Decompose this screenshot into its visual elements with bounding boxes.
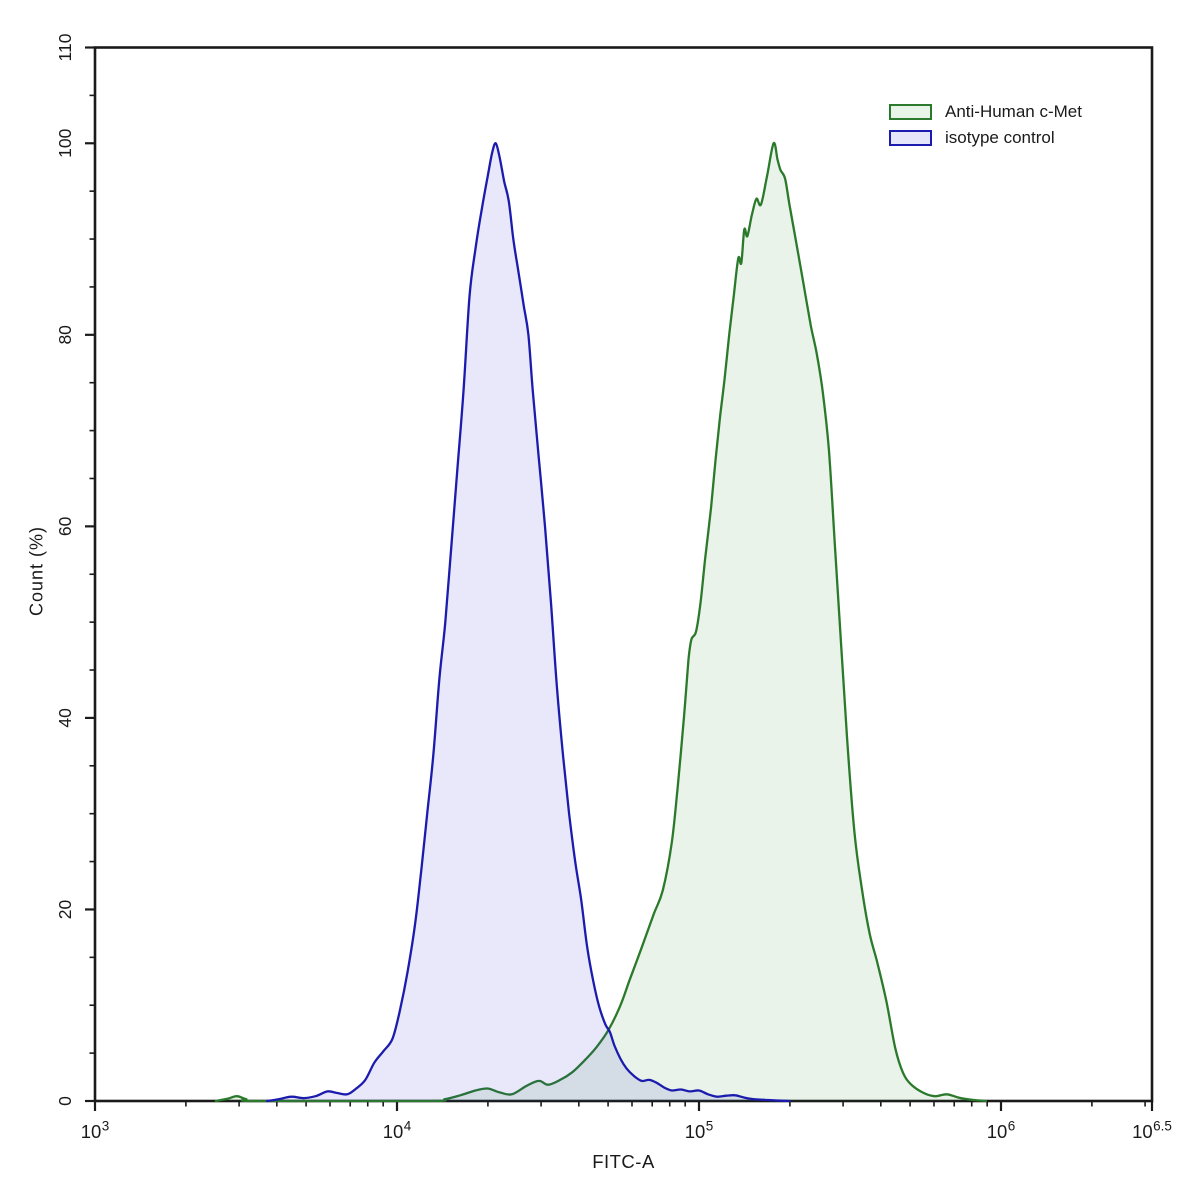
legend-item-anti-human-c-met: Anti-Human c-Met (889, 102, 1082, 121)
legend-label-isotype-control: isotype control (945, 128, 1055, 147)
series-area-isotype-control (267, 143, 790, 1101)
legend-swatch-anti-human-c-met (889, 104, 932, 120)
legend-swatch-isotype-control (889, 130, 932, 146)
y-tick-label-100: 100 (55, 128, 75, 157)
y-tick-label-110: 110 (55, 33, 75, 61)
y-tick-label-60: 60 (55, 516, 75, 536)
y-tick-label-20: 20 (55, 899, 75, 919)
x-tick-label-10e4: 104 (383, 1119, 412, 1143)
x-tick-label-10e6.5: 106.5 (1132, 1119, 1172, 1143)
y-tick-label-80: 80 (55, 325, 75, 345)
legend: Anti-Human c-Met isotype control (889, 102, 1082, 157)
x-tick-label-10e6: 106 (987, 1119, 1016, 1143)
series-line-anti-human-c-met (214, 141, 988, 1103)
series-line-isotype-control (265, 142, 791, 1103)
y-tick-label-0: 0 (55, 1096, 75, 1106)
y-axis-title: Count (%) (26, 525, 47, 617)
x-tick-label-10e3: 103 (81, 1119, 110, 1143)
legend-label-anti-human-c-met: Anti-Human c-Met (945, 102, 1082, 121)
legend-item-isotype-control: isotype control (889, 128, 1082, 147)
plot-border (93, 46, 1154, 1103)
x-axis-title: FITC-A (592, 1151, 655, 1172)
series-area-anti-human-c-met (215, 142, 986, 1101)
x-tick-label-10e5: 105 (685, 1119, 714, 1143)
y-tick-label-40: 40 (55, 708, 75, 728)
